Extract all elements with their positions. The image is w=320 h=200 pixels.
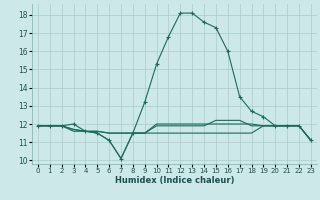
- X-axis label: Humidex (Indice chaleur): Humidex (Indice chaleur): [115, 176, 234, 185]
